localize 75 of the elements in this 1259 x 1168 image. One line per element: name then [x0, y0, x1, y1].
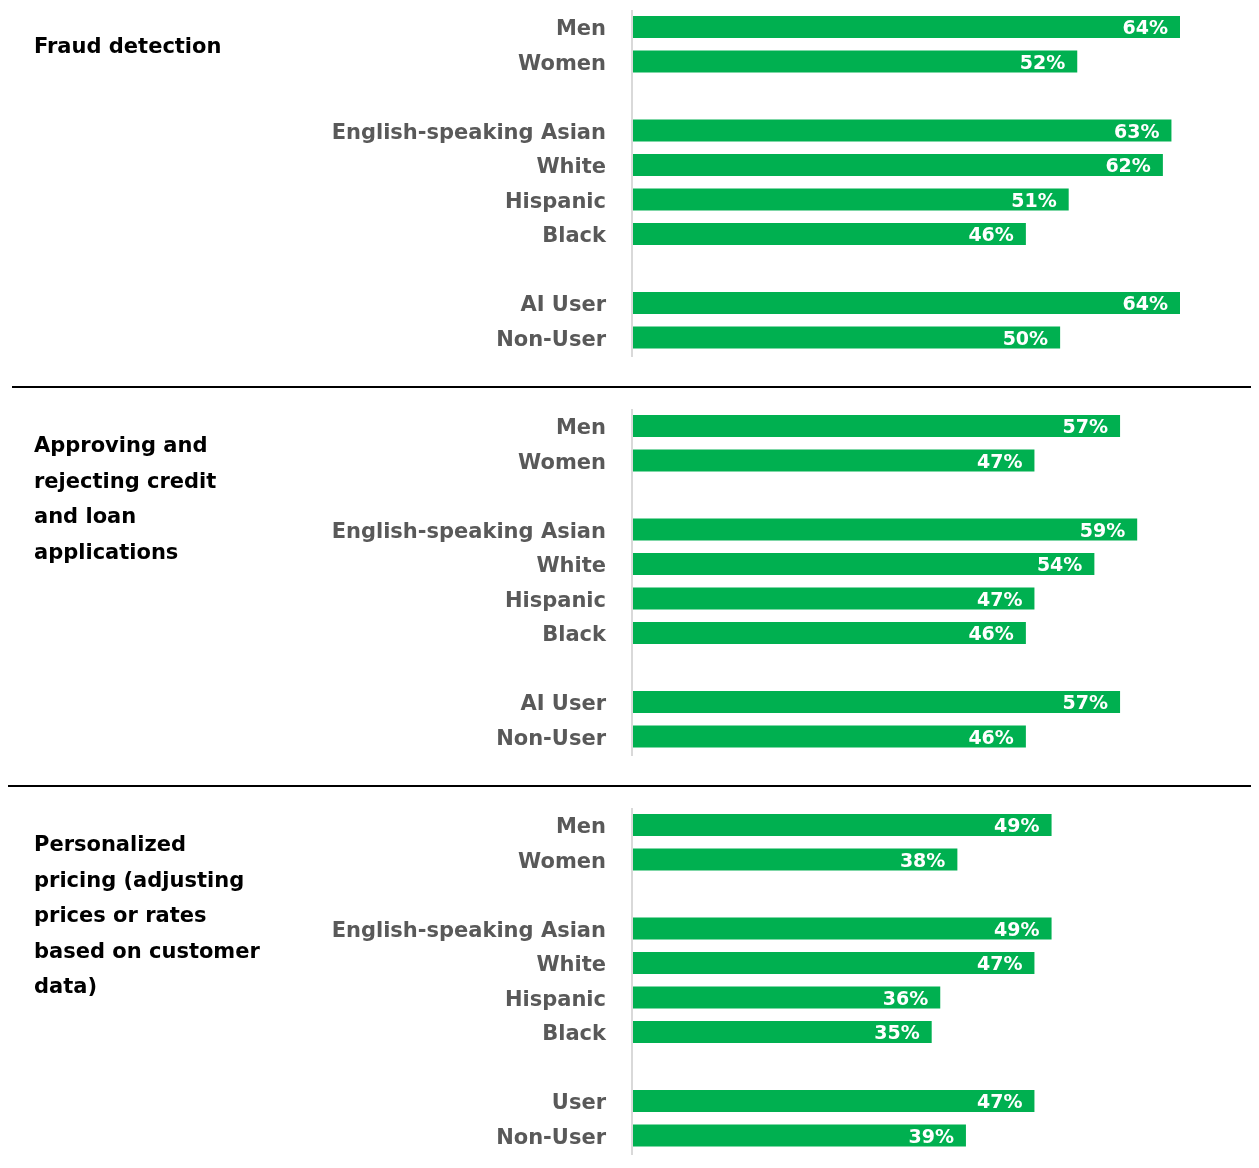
- y-tick-label: Hispanic: [504, 188, 606, 213]
- y-tick-label: White: [536, 154, 606, 178]
- data-label: 39%: [908, 1124, 954, 1147]
- bar: [632, 848, 958, 871]
- data-label: 35%: [874, 1021, 920, 1043]
- data-label: 46%: [968, 622, 1014, 644]
- y-tick-label: English-speaking Asian: [331, 917, 606, 942]
- data-label: 52%: [1019, 50, 1066, 73]
- data-label: 46%: [968, 725, 1014, 748]
- data-label: 57%: [1062, 691, 1109, 713]
- y-tick-label: Women: [518, 449, 606, 474]
- y-tick-label: AI User: [520, 292, 607, 316]
- data-label: 59%: [1079, 518, 1126, 541]
- bar: [632, 622, 1026, 644]
- y-tick-label: Men: [555, 415, 606, 439]
- data-label: 51%: [1011, 188, 1057, 211]
- y-tick-label: English-speaking Asian: [331, 518, 606, 543]
- y-tick-label: Hispanic: [504, 587, 606, 612]
- data-label: 49%: [994, 917, 1040, 940]
- bar: [632, 449, 1035, 472]
- bar: [632, 50, 1078, 73]
- y-tick-label: Black: [542, 1021, 608, 1045]
- text: Personalized pricing (adjusting prices or rates based on customer data): [34, 832, 261, 998]
- bar: [632, 1124, 966, 1147]
- data-label: 38%: [899, 848, 946, 871]
- text: Fraud detection: [34, 34, 222, 58]
- bar: [632, 553, 1095, 575]
- y-tick-label: White: [536, 553, 606, 577]
- text: Approving and rejecting credit and loan applications: [34, 433, 217, 564]
- data-label: 47%: [976, 1090, 1023, 1112]
- bar: [632, 814, 1052, 836]
- y-tick-label: Non-User: [496, 326, 607, 351]
- data-label: 63%: [1113, 119, 1160, 142]
- data-label: 64%: [1122, 16, 1168, 38]
- data-label: 49%: [994, 814, 1040, 836]
- data-label: 47%: [976, 587, 1023, 610]
- bar: [632, 518, 1138, 541]
- y-tick-label: Non-User: [496, 1124, 607, 1149]
- bar: [632, 292, 1180, 314]
- data-label: 50%: [1002, 326, 1049, 349]
- y-tick-label: Women: [518, 50, 606, 75]
- data-label: 54%: [1036, 553, 1083, 575]
- bar: [632, 691, 1121, 713]
- y-tick-label: Men: [555, 16, 606, 40]
- data-label: 46%: [968, 223, 1014, 245]
- bar: [632, 587, 1035, 610]
- data-label: 57%: [1062, 415, 1109, 437]
- data-label: 47%: [976, 449, 1023, 472]
- bar: [632, 917, 1052, 940]
- bar: [632, 119, 1172, 142]
- bar: [632, 326, 1061, 349]
- data-label: 64%: [1122, 292, 1168, 314]
- bar: [632, 16, 1180, 38]
- bar: [632, 188, 1069, 211]
- bar: [632, 952, 1035, 974]
- bar: [632, 415, 1121, 437]
- y-tick-label: Women: [518, 848, 606, 873]
- y-tick-label: English-speaking Asian: [331, 119, 606, 144]
- y-tick-label: Hispanic: [504, 986, 606, 1011]
- bar: [632, 725, 1026, 748]
- bar: [632, 1021, 932, 1043]
- y-tick-label: User: [551, 1090, 607, 1114]
- data-label: 47%: [976, 952, 1023, 974]
- bar: [632, 154, 1163, 176]
- y-tick-label: Black: [542, 622, 608, 646]
- y-tick-label: Men: [555, 814, 606, 838]
- bar: [632, 223, 1026, 245]
- y-tick-label: White: [536, 952, 606, 976]
- y-tick-label: Non-User: [496, 725, 607, 750]
- data-label: 36%: [882, 986, 929, 1009]
- bar: [632, 1090, 1035, 1112]
- y-tick-label: Black: [542, 223, 608, 247]
- data-label: 62%: [1105, 154, 1151, 176]
- bar: [632, 986, 941, 1009]
- y-tick-label: AI User: [520, 691, 607, 715]
